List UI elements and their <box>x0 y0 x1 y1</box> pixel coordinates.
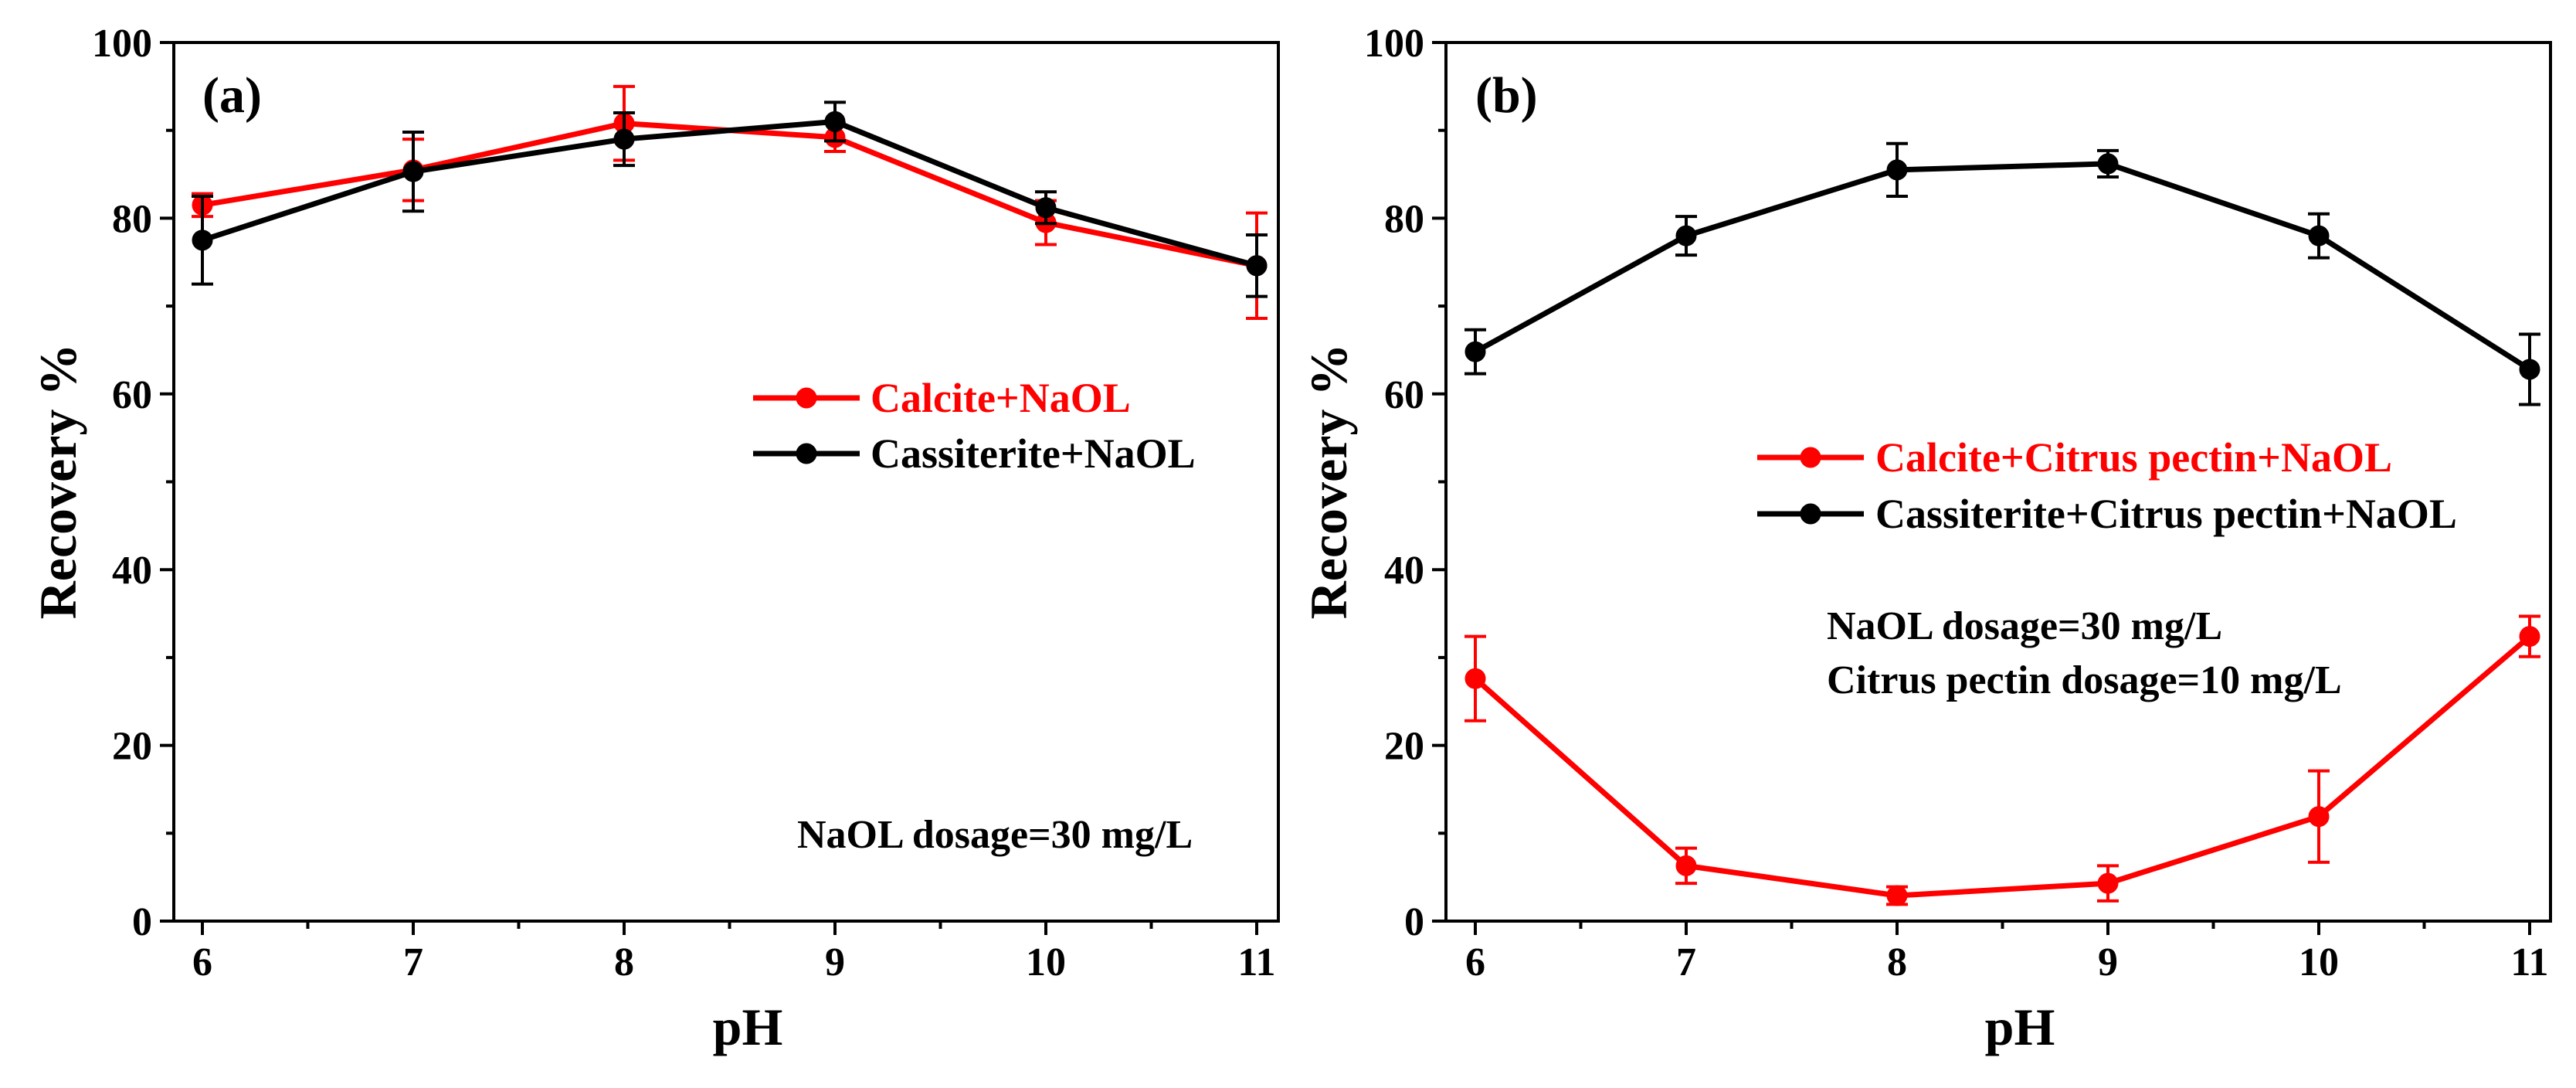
legend-label-cassiterite-a: Cassiterite+NaOL <box>871 430 1196 477</box>
data-point-cassiterite-naol-a-10 <box>1035 197 1057 219</box>
y-tick-label-0: 0 <box>132 900 152 944</box>
y-tick-label-40: 40 <box>112 549 152 593</box>
data-point-calcite-citrus-pectin-naol-b-10 <box>2308 806 2330 828</box>
legend-marker-calcite-a <box>796 387 817 409</box>
x-axis-title-b: pH <box>1985 998 2055 1056</box>
legend-label-calcite-b: Calcite+Citrus pectin+NaOL <box>1875 434 2392 481</box>
annotation-naol-dosage-b: NaOL dosage=30 mg/L <box>1827 604 2222 648</box>
panel-label-a: (a) <box>202 67 262 124</box>
data-point-cassiterite-naol-a-6 <box>192 230 213 251</box>
ticks-a: 0 20 40 60 80 100 6 7 8 9 10 11 <box>92 22 1276 984</box>
ticks-b: 0 20 40 60 80 100 6 7 8 9 10 11 <box>1364 22 2549 984</box>
x-tick-label-9: 9 <box>825 940 845 984</box>
y-tick-label-60: 60 <box>112 373 152 417</box>
x-tick-label-8: 8 <box>1887 940 1907 984</box>
x-tick-label-10: 10 <box>1026 940 1066 984</box>
legend-marker-cassiterite-b <box>1800 503 1821 525</box>
data-point-calcite-citrus-pectin-naol-b-7 <box>1675 855 1697 876</box>
panel-b: 0 20 40 60 80 100 6 7 8 9 10 11 (b) pH Recovery % C… <box>1299 22 2552 1056</box>
series-line-cassiterite-naol-a <box>201 118 1257 269</box>
data-point-calcite-citrus-pectin-naol-b-9 <box>2097 872 2119 894</box>
data-point-cassiterite-citrus-pectin-naol-b-9 <box>2097 153 2119 175</box>
y-tick-label-0: 0 <box>1404 900 1424 944</box>
series-layer-a <box>192 84 1268 321</box>
legend-label-calcite-a: Calcite+NaOL <box>871 375 1131 421</box>
x-tick-label-11: 11 <box>2510 940 2548 984</box>
data-point-cassiterite-naol-a-8 <box>613 128 635 150</box>
y-tick-label-20: 20 <box>112 725 152 769</box>
data-point-cassiterite-citrus-pectin-naol-b-8 <box>1886 159 1908 181</box>
series-line-calcite-naol-a <box>202 121 1257 269</box>
data-point-calcite-citrus-pectin-naol-b-8 <box>1886 885 1908 906</box>
y-tick-label-100: 100 <box>92 22 152 66</box>
annotation-dosage-a: NaOL dosage=30 mg/L <box>797 813 1193 857</box>
data-point-cassiterite-citrus-pectin-naol-b-7 <box>1675 225 1697 246</box>
x-tick-label-6: 6 <box>192 940 212 984</box>
x-tick-label-9: 9 <box>2098 940 2118 984</box>
legend-b: Calcite+Citrus pectin+NaOL Cassiterite+C… <box>1757 434 2457 537</box>
y-tick-label-20: 20 <box>1384 725 1424 769</box>
x-tick-label-7: 7 <box>1676 940 1696 984</box>
y-tick-label-80: 80 <box>112 197 152 241</box>
legend-label-cassiterite-b: Cassiterite+Citrus pectin+NaOL <box>1875 491 2457 537</box>
x-tick-label-6: 6 <box>1465 940 1485 984</box>
x-axis-title-a: pH <box>713 998 783 1056</box>
data-point-cassiterite-naol-a-11 <box>1246 255 1268 277</box>
data-point-cassiterite-naol-a-7 <box>402 161 424 182</box>
panel-a: 0 20 40 60 80 100 6 7 8 9 10 11 (a) pH Recovery % C… <box>29 22 1280 1056</box>
plot-frame-a <box>172 41 1280 923</box>
panel-label-b: (b) <box>1475 67 1538 124</box>
y-tick-label-100: 100 <box>1364 22 1424 66</box>
legend-marker-calcite-b <box>1800 447 1821 468</box>
data-point-cassiterite-citrus-pectin-naol-b-6 <box>1464 341 1486 362</box>
series-line-calcite-citrus-pectin-naol-b <box>1473 634 2532 899</box>
data-point-cassiterite-citrus-pectin-naol-b-10 <box>2308 225 2330 246</box>
x-tick-label-11: 11 <box>1237 940 1275 984</box>
y-axis-title-b: Recovery % <box>1299 344 1358 620</box>
series-line-cassiterite-citrus-pectin-naol-b <box>1474 161 2531 372</box>
series-layer-b <box>1464 141 2540 906</box>
data-point-cassiterite-citrus-pectin-naol-b-11 <box>2519 359 2540 380</box>
plot-frame-b <box>1444 41 2552 923</box>
y-tick-label-80: 80 <box>1384 197 1424 241</box>
x-tick-label-10: 10 <box>2299 940 2339 984</box>
y-tick-label-40: 40 <box>1384 549 1424 593</box>
x-tick-label-7: 7 <box>403 940 423 984</box>
data-point-calcite-citrus-pectin-naol-b-11 <box>2519 626 2540 648</box>
annotation-pectin-dosage-b: Citrus pectin dosage=10 mg/L <box>1827 658 2342 702</box>
y-axis-title-a: Recovery % <box>29 344 87 620</box>
data-point-cassiterite-naol-a-9 <box>824 110 846 132</box>
legend-marker-cassiterite-a <box>796 443 817 464</box>
y-tick-label-60: 60 <box>1384 373 1424 417</box>
x-tick-label-8: 8 <box>614 940 634 984</box>
data-point-calcite-citrus-pectin-naol-b-6 <box>1464 668 1486 689</box>
legend-a: Calcite+NaOL Cassiterite+NaOL <box>753 375 1196 477</box>
